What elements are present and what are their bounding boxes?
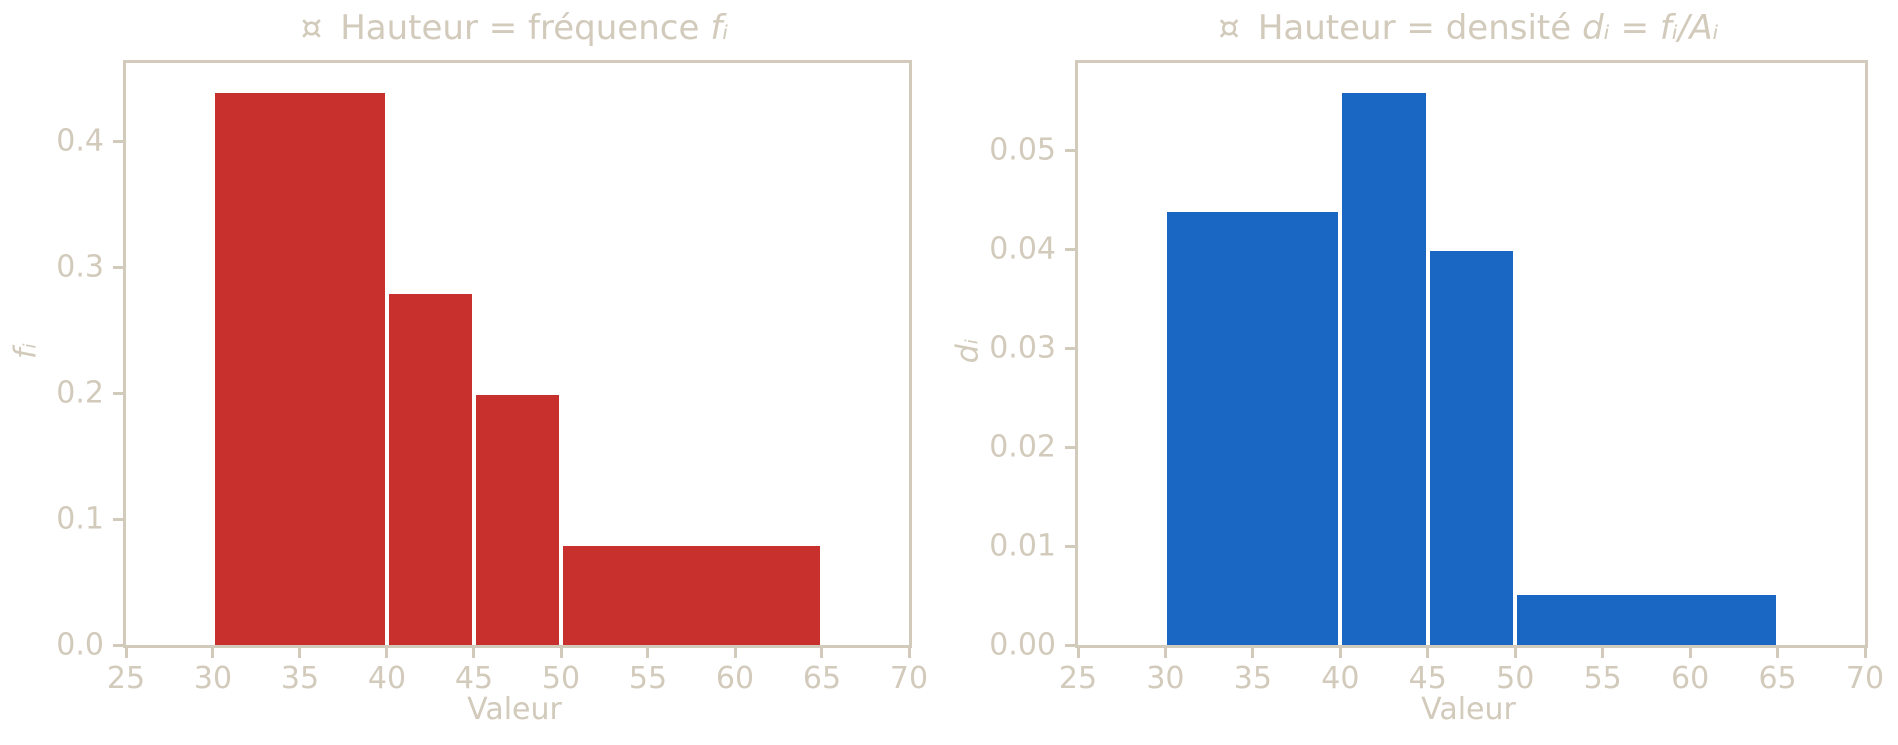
y-tick-label: 0.04 (989, 231, 1056, 267)
x-tick-label: 55 (628, 661, 668, 696)
histogram-bar (561, 544, 822, 645)
y-tick-label: 0.03 (989, 330, 1056, 366)
histogram-bar (1340, 90, 1428, 645)
x-tick-label: 50 (1496, 661, 1535, 696)
x-tick-mark (1863, 645, 1867, 658)
y-tick-label: 0.1 (56, 501, 104, 537)
histogram-bar (1427, 249, 1516, 645)
x-tick-label: 70 (889, 661, 929, 696)
histogram-bar (1165, 209, 1341, 645)
x-tick-label: 35 (280, 661, 320, 696)
y-tick-label: 0.00 (989, 627, 1056, 663)
x-tick-mark (733, 645, 737, 658)
x-tick-mark (559, 645, 563, 658)
y-tick-mark (1065, 346, 1078, 350)
y-tick-label: 0.02 (989, 429, 1056, 465)
x-tick-label: 35 (1233, 661, 1272, 696)
y-tick-mark (1065, 544, 1078, 548)
x-tick-mark (1338, 645, 1342, 658)
x-tick-label: 45 (454, 661, 494, 696)
chart-title-math: dᵢ = fᵢ/Aᵢ (1582, 8, 1719, 48)
x-tick-mark (1513, 645, 1517, 658)
x-tick-label: 70 (1845, 661, 1885, 696)
x-tick-mark (1601, 645, 1605, 658)
x-tick-mark (646, 645, 650, 658)
chart-title-text: Hauteur = fréquence (340, 8, 700, 48)
x-tick-mark (385, 645, 389, 658)
x-tick-label: 65 (1758, 661, 1797, 696)
chart-title-text: Hauteur = densité (1257, 8, 1572, 48)
x-tick-label: 40 (1321, 661, 1360, 696)
y-tick-mark (1065, 148, 1078, 152)
y-tick-label: 0.05 (989, 132, 1056, 168)
histogram-bar (386, 292, 474, 645)
y-axis-label: dᵢ (950, 338, 986, 364)
y-tick-mark (113, 265, 126, 269)
y-tick-mark (113, 643, 126, 647)
y-tick-mark (113, 139, 126, 143)
x-tick-label: 60 (1671, 661, 1710, 696)
y-tick-mark (1065, 445, 1078, 449)
y-tick-label: 0.4 (56, 123, 104, 159)
y-tick-mark (1065, 643, 1078, 647)
x-tick-mark (211, 645, 215, 658)
x-tick-mark (1251, 645, 1255, 658)
currency-sign-icon: ¤ (1218, 8, 1240, 48)
x-tick-mark (1688, 645, 1692, 658)
chart-title: ¤ Hauteur = densité dᵢ = fᵢ/Aᵢ (1075, 8, 1862, 48)
y-tick-mark (1065, 247, 1078, 251)
x-tick-label: 30 (193, 661, 233, 696)
x-tick-label: 40 (367, 661, 407, 696)
x-tick-label: 50 (541, 661, 581, 696)
histogram-bar (213, 90, 387, 645)
chart-title-math: fᵢ (710, 8, 729, 48)
x-tick-mark (1426, 645, 1430, 658)
y-tick-mark (113, 391, 126, 395)
x-tick-label: 25 (1058, 661, 1098, 696)
x-tick-mark (124, 645, 128, 658)
x-tick-label: 55 (1583, 661, 1622, 696)
x-tick-mark (1776, 645, 1780, 658)
y-tick-label: 0.3 (56, 249, 104, 285)
x-tick-label: 60 (715, 661, 755, 696)
x-tick-mark (1076, 645, 1080, 658)
x-tick-mark (1163, 645, 1167, 658)
x-tick-mark (820, 645, 824, 658)
x-axis-label: Valeur (1421, 692, 1516, 727)
y-tick-label: 0.0 (56, 627, 104, 663)
x-axis-label: Valeur (467, 692, 562, 727)
x-tick-label: 30 (1146, 661, 1185, 696)
x-tick-mark (298, 645, 302, 658)
y-tick-mark (113, 517, 126, 521)
y-tick-label: 0.2 (56, 375, 104, 411)
x-tick-label: 45 (1408, 661, 1447, 696)
x-tick-label: 65 (802, 661, 842, 696)
currency-sign-icon: ¤ (300, 8, 323, 48)
x-tick-label: 25 (106, 661, 146, 696)
x-tick-mark (472, 645, 476, 658)
plot-area: 25 30 35 40 45 50 55 60 65 70 0.00 0.01 0.02 0.03 0.04… (989, 60, 1884, 696)
x-tick-mark (907, 645, 911, 658)
histogram-bar (474, 393, 561, 645)
plot-area: 25 30 35 40 45 50 55 60 65 70 0.0 0.1 0.2 0.3 0.4 (56, 60, 928, 696)
chart-title: ¤ Hauteur = fréquence fᵢ (123, 8, 906, 48)
y-tick-label: 0.01 (989, 528, 1056, 564)
histogram-bar (1515, 592, 1778, 645)
